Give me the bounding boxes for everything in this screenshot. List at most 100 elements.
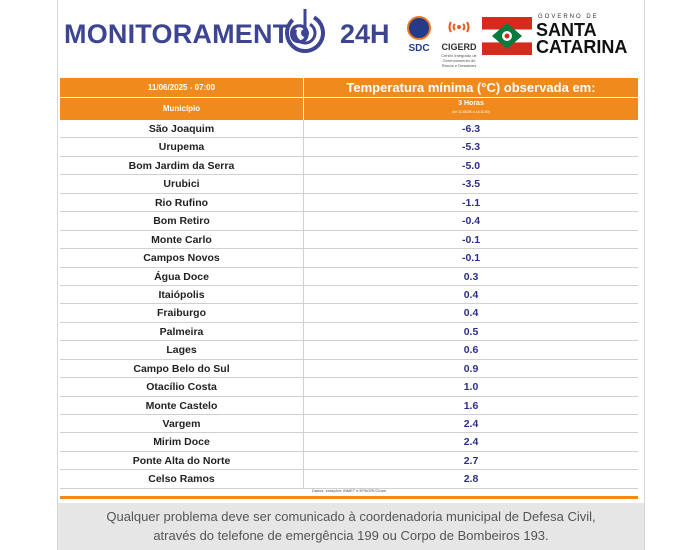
cell-divider <box>303 341 304 360</box>
municipality-name: Celso Ramos <box>148 473 215 486</box>
sdc-label: SDC <box>408 43 430 54</box>
table-row: Mirim Doce 2.4 <box>60 433 638 452</box>
cell-divider <box>303 359 304 378</box>
footer-line-2: através do telefone de emergência 199 ou… <box>153 528 549 543</box>
municipality-name: Monte Castelo <box>145 399 218 412</box>
period-range: (de 11/06/25 a 11/11/40) <box>452 110 490 114</box>
min-temperature-value: 0.4 <box>463 307 479 320</box>
municipality-name: Itaiópolis <box>158 288 205 301</box>
cell-divider <box>303 193 304 212</box>
table-row: Rio Rufino -1.1 <box>60 193 638 213</box>
table-row: Campo Belo do Sul 0.9 <box>60 359 638 379</box>
sdc-logo: SDC <box>403 16 435 58</box>
municipality-name: Campos Novos <box>143 252 220 265</box>
cell-divider <box>303 267 304 286</box>
table-row: Itaiópolis 0.4 <box>60 285 638 305</box>
cell-divider <box>303 396 304 415</box>
header-divider <box>303 78 304 120</box>
municipality-name: São Joaquim <box>148 123 215 135</box>
cell-divider <box>303 120 304 138</box>
footer-text: Qualquer problema deve ser comunicado à … <box>58 507 644 545</box>
column-header-period: 3 Horas <box>458 100 484 107</box>
municipality-name: Urupema <box>158 141 205 154</box>
cell-divider <box>303 175 304 194</box>
table-row: Urubici -3.5 <box>60 175 638 194</box>
municipality-name: Lages <box>166 344 197 357</box>
cell-divider <box>303 451 304 470</box>
cell-divider <box>303 470 304 489</box>
min-temperature-value: 2.4 <box>463 418 479 430</box>
cell-divider <box>303 230 304 249</box>
table-row: Otacílio Costa 1.0 <box>60 378 638 397</box>
cell-divider <box>303 415 304 433</box>
signal-wave-icon <box>448 21 470 33</box>
min-temperature-value: -0.4 <box>461 215 481 228</box>
cell-divider <box>303 249 304 268</box>
municipality-name: Água Doce <box>154 270 209 283</box>
min-temperature-value: -0.1 <box>461 252 481 265</box>
table-row: Lages 0.6 <box>60 341 638 360</box>
table-body: São Joaquim -6.3 Urupema -5.3 Bom Jardim da … <box>60 120 638 489</box>
footer-notice: Qualquer problema deve ser comunicado à … <box>58 503 644 550</box>
cigerd-logo: CIGERD Centro Integrado de Gerenciamento… <box>440 16 478 68</box>
municipality-name: Bom Jardim da Serra <box>128 159 235 172</box>
report-date: 11/06/2025 - 07:00 <box>147 83 216 92</box>
table-row: Palmeira 0.5 <box>60 322 638 342</box>
footer-line-1: Qualquer problema deve ser comunicado à … <box>106 509 596 524</box>
table-row: Bom Jardim da Serra -5.0 <box>60 156 638 176</box>
municipality-name: Fraiburgo <box>157 307 206 320</box>
min-temperature-value: 0.4 <box>463 288 479 301</box>
table-row: Monte Carlo -0.1 <box>60 230 638 250</box>
min-temperature-value: 0.9 <box>463 362 479 375</box>
min-temperature-value: 2.7 <box>463 454 479 467</box>
cell-divider <box>303 322 304 341</box>
min-temperature-value: -6.3 <box>461 123 481 135</box>
municipality-name: Urubici <box>163 178 200 191</box>
municipality-name: Bom Retiro <box>153 215 210 228</box>
min-temperature-value: 1.0 <box>463 381 479 394</box>
state-name: SANTA CATARINA <box>536 20 628 57</box>
table-title: Temperatura mínima (°C) observada em: <box>346 80 596 95</box>
table-row: Urupema -5.3 <box>60 138 638 157</box>
monitoring-logo-icon <box>285 9 325 53</box>
state-name-line1: SANTA <box>536 20 597 40</box>
min-temperature-value: -3.5 <box>461 178 481 191</box>
table-row: Vargem 2.4 <box>60 415 638 434</box>
cell-divider <box>303 378 304 397</box>
cell-divider <box>303 212 304 231</box>
brand-24h: 24H <box>340 19 390 49</box>
state-name-line2: CATARINA <box>536 37 628 57</box>
table-row: Celso Ramos 2.8 <box>60 470 638 489</box>
table-row: São Joaquim -6.3 <box>60 120 638 139</box>
municipality-name: Palmeira <box>159 325 204 338</box>
brand-title: MONITORAMENTO <box>64 19 311 49</box>
cell-divider <box>303 433 304 452</box>
report-frame: MONITORAMENTO 24H SDC CIGERD Centro Inte… <box>57 0 645 550</box>
min-temperature-value: 0.6 <box>463 344 479 357</box>
municipality-name: Mirim Doce <box>153 436 210 449</box>
table-row: Fraiburgo 0.4 <box>60 304 638 323</box>
municipality-name: Vargem <box>162 418 201 430</box>
municipality-name: Ponte Alta do Norte <box>132 454 231 467</box>
santa-catarina-flag-icon <box>482 17 532 55</box>
municipality-name: Monte Carlo <box>151 233 212 246</box>
data-source-note: Dados: estações INMET e EPAGRI/Ciram <box>311 488 387 493</box>
min-temperature-value: -5.0 <box>461 159 481 172</box>
min-temperature-value: 0.5 <box>463 325 479 338</box>
table-row: Água Doce 0.3 <box>60 267 638 286</box>
cell-divider <box>303 138 304 157</box>
cigerd-label: CIGERD <box>441 42 477 52</box>
sdc-emblem-icon <box>407 16 431 40</box>
column-header-municipio: Município <box>162 104 201 113</box>
min-temperature-value: -0.1 <box>461 233 481 246</box>
min-temperature-value: 0.3 <box>463 270 479 283</box>
cigerd-subtitle: Centro Integrado de Gerenciamento de Ris… <box>441 53 477 68</box>
table-header-top <box>60 78 638 97</box>
min-temperature-value: 2.8 <box>463 473 479 486</box>
table-row: Campos Novos -0.1 <box>60 249 638 268</box>
min-temperature-value: 1.6 <box>463 399 479 412</box>
min-temperature-value: -1.1 <box>461 196 481 209</box>
cell-divider <box>303 285 304 304</box>
cell-divider <box>303 156 304 175</box>
table-row: Bom Retiro -0.4 <box>60 212 638 231</box>
